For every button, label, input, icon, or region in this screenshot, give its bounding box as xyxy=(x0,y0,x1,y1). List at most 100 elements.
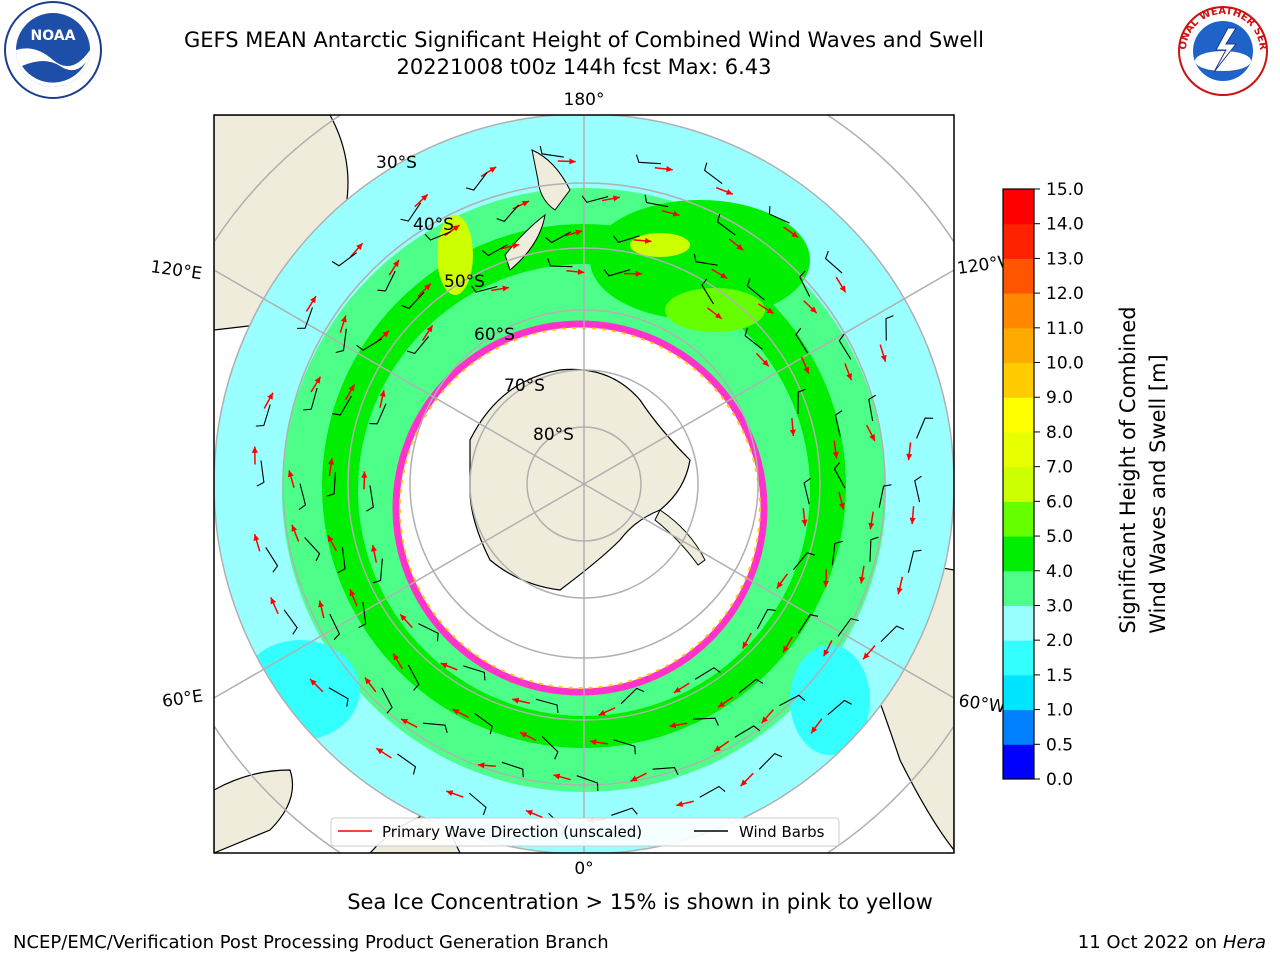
wind-barb xyxy=(746,278,765,301)
lat-label-60s: 60°S xyxy=(474,325,515,345)
wave-arrow-head xyxy=(720,272,728,279)
wave-arrow-head xyxy=(809,306,817,314)
wave-band-pacific xyxy=(590,200,810,320)
wind-barb xyxy=(423,722,448,734)
wind-barb xyxy=(716,213,736,236)
colorbar-tick-label: 11.0 xyxy=(1046,319,1084,339)
wind-barb xyxy=(283,609,298,635)
map-legend: Primary Wave Direction (unscaled) Wind B… xyxy=(330,817,840,847)
land-antarctic-peninsula xyxy=(654,509,706,566)
colorbar-tick-label: 7.0 xyxy=(1046,458,1073,478)
colorbar-swatch xyxy=(1003,293,1034,329)
colorbar-swatch xyxy=(1003,431,1034,468)
wind-barb xyxy=(326,471,336,497)
nws-logo-icon: NATIONAL WEATHER SERVICE xyxy=(1176,6,1268,96)
wave-arrow-head xyxy=(577,268,585,275)
map-frame xyxy=(213,114,955,854)
colorbar-tick-label: 6.0 xyxy=(1046,492,1073,512)
wind-barb xyxy=(827,699,852,716)
colorbar-swatch xyxy=(1003,501,1034,537)
wind-barb xyxy=(298,483,307,511)
wave-arrow-head xyxy=(766,307,774,314)
wave-arrow-head xyxy=(318,600,325,608)
wave-arrow-head xyxy=(672,210,680,217)
wave-arrow-head xyxy=(393,653,400,661)
chart-subtitle: 20221008 t00z 144h fcst Max: 6.43 xyxy=(396,55,772,79)
colorbar-tick-label: 10.0 xyxy=(1046,354,1084,374)
wind-barb xyxy=(337,546,346,574)
wave-arrow-head xyxy=(839,285,846,293)
wave-arrow-head xyxy=(776,581,784,589)
credit-line: NCEP/EMC/Verification Post Processing Pr… xyxy=(13,932,609,953)
lon-label-120e: 120°E xyxy=(149,257,203,284)
wind-barb xyxy=(620,687,645,705)
wind-barb xyxy=(581,195,609,203)
wave-arrow-head xyxy=(379,390,386,397)
wave-arrow-head xyxy=(314,376,321,384)
lon-label-top: 180° xyxy=(564,90,605,110)
lon-label-bottom: 0° xyxy=(574,859,593,879)
wave-arrow-head xyxy=(880,354,887,362)
wave-arrow-head xyxy=(400,614,407,622)
wind-barb xyxy=(576,775,599,792)
wind-barb xyxy=(797,614,819,634)
wind-barb xyxy=(407,664,420,691)
wind-barb xyxy=(328,687,349,707)
colorbar-tick-label: 5.0 xyxy=(1046,527,1073,547)
wave-arrow-head xyxy=(489,166,497,173)
wave-arrow-head xyxy=(361,471,368,478)
wave-arrow-head xyxy=(310,679,317,686)
wave-arrow-head xyxy=(520,732,528,738)
colorbar-tick-label: 0.5 xyxy=(1046,735,1073,755)
wind-barb xyxy=(255,404,271,427)
wave-arrow-head xyxy=(502,285,510,292)
wind-barb xyxy=(914,475,922,503)
colorbar-tick-label: 13.0 xyxy=(1046,249,1084,269)
wind-barb xyxy=(693,717,719,726)
wind-barb xyxy=(401,292,425,310)
wave-arrow-head xyxy=(791,231,799,238)
wave-arrow-head xyxy=(762,359,769,367)
colorbar-tick-label: 9.0 xyxy=(1046,388,1073,408)
lat-label-30s: 30°S xyxy=(376,153,417,173)
wave-arrow-head xyxy=(740,779,748,787)
wind-barb xyxy=(496,204,520,223)
wave-arrow-head xyxy=(811,726,818,734)
colorbar-swatch xyxy=(1003,223,1034,259)
wind-barb xyxy=(406,336,430,355)
wind-barb xyxy=(635,154,661,165)
wind-barb xyxy=(465,172,488,191)
wave-arrow-head xyxy=(525,810,533,816)
wave-arrow-head xyxy=(253,534,260,541)
wave-arrow-head xyxy=(440,662,448,669)
colorbar-swatch xyxy=(1003,466,1034,502)
wave-arrow-head xyxy=(838,502,845,510)
colorbar-swatch xyxy=(1003,536,1034,572)
wave-arrow-head xyxy=(868,522,875,530)
wave-arrow-head xyxy=(287,470,294,478)
wave-arrow-head xyxy=(823,649,830,657)
wave-arrow-head xyxy=(714,745,721,752)
wave-arrow-head xyxy=(512,697,520,704)
wind-barb xyxy=(377,270,396,292)
wave-arrow-head xyxy=(869,434,875,442)
colorbar-title-line2: Wind Waves and Swell [m] xyxy=(1146,354,1170,634)
wave-arrow-head xyxy=(340,315,347,323)
wind-barb xyxy=(834,410,843,437)
colorbar-tick-label: 3.0 xyxy=(1046,596,1073,616)
wave-arrow-head xyxy=(310,296,316,304)
wave-arrow-head xyxy=(803,366,810,374)
wave-arrow-head xyxy=(725,189,733,195)
colorbar-tick-label: 4.0 xyxy=(1046,562,1073,582)
colorbar-swatch xyxy=(1003,397,1034,433)
wave-arrow-head xyxy=(553,773,561,780)
wind-barb xyxy=(304,537,321,562)
wave-arrow-head xyxy=(789,429,796,436)
wind-barb xyxy=(335,328,347,354)
wind-barb xyxy=(541,736,559,760)
wind-barb xyxy=(297,307,313,329)
wave-arrow-head xyxy=(382,330,390,338)
wave-arrow-head xyxy=(426,325,433,333)
colorbar: 0.0 0.5 1.0 1.5 2.0 3.0 4.0 5.0 6.0 7.0 8.0 9.0 10.0… xyxy=(1002,180,1084,790)
wind-barb xyxy=(329,613,341,641)
